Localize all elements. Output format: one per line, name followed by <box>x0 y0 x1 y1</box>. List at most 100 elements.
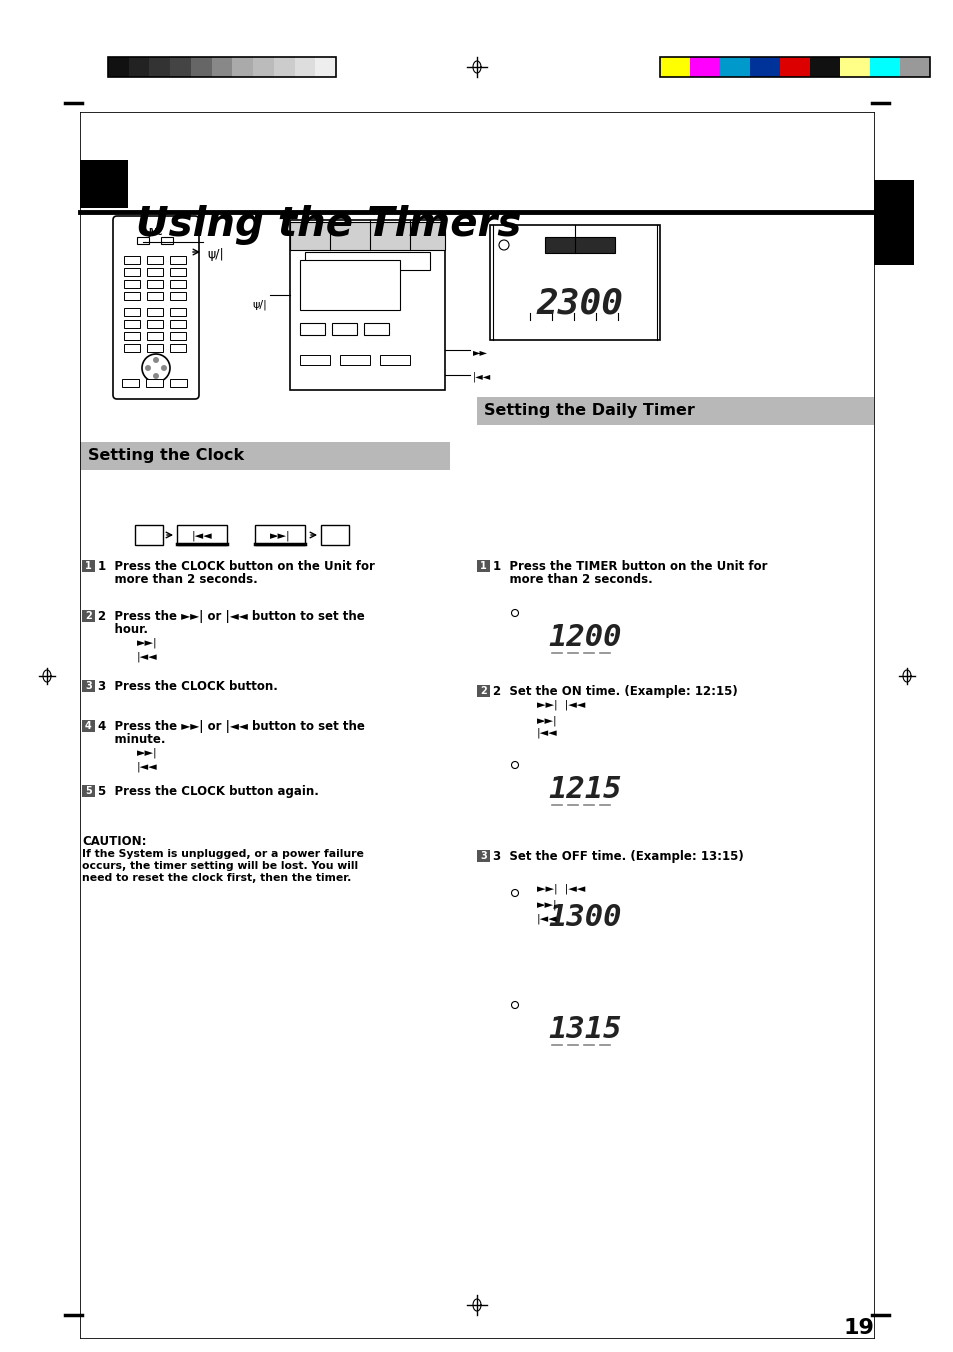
Bar <box>191 57 212 77</box>
Text: 2  Press the ►►| or |◄◄ button to set the: 2 Press the ►►| or |◄◄ button to set the <box>98 610 364 623</box>
Text: Setting the Clock: Setting the Clock <box>88 448 244 462</box>
Bar <box>780 57 809 77</box>
Bar <box>124 320 140 329</box>
Bar <box>290 222 444 250</box>
Bar <box>124 292 140 300</box>
Text: 1: 1 <box>479 561 486 571</box>
Bar <box>147 320 163 329</box>
Circle shape <box>161 365 167 370</box>
Text: 1: 1 <box>85 561 91 571</box>
Text: 1  Press the TIMER button on the Unit for: 1 Press the TIMER button on the Unit for <box>493 560 767 573</box>
Bar <box>490 224 659 339</box>
Bar <box>124 280 140 288</box>
Bar <box>869 57 899 77</box>
Bar <box>170 57 191 77</box>
Bar <box>299 356 330 365</box>
Bar <box>170 343 186 352</box>
Bar <box>170 333 186 339</box>
Text: 1300: 1300 <box>548 903 621 933</box>
Text: Using the Timers: Using the Timers <box>136 206 521 245</box>
Text: 2: 2 <box>479 685 486 696</box>
Text: |◄◄: |◄◄ <box>473 372 491 383</box>
Text: 5  Press the CLOCK button again.: 5 Press the CLOCK button again. <box>98 786 318 798</box>
Bar <box>339 356 370 365</box>
Text: 3  Press the CLOCK button.: 3 Press the CLOCK button. <box>98 680 277 694</box>
Text: |◄◄: |◄◄ <box>537 913 558 923</box>
Bar <box>124 343 140 352</box>
Text: 1200: 1200 <box>548 623 621 653</box>
Bar <box>147 333 163 339</box>
Bar <box>233 57 253 77</box>
Bar <box>147 280 163 288</box>
Text: 1  Press the CLOCK button on the Unit for: 1 Press the CLOCK button on the Unit for <box>98 560 375 573</box>
Text: |◄◄: |◄◄ <box>537 727 558 738</box>
Bar <box>659 57 929 77</box>
Bar <box>82 680 95 692</box>
Text: more than 2 seconds.: more than 2 seconds. <box>493 573 652 585</box>
Bar <box>82 610 95 622</box>
Text: 1315: 1315 <box>548 1015 621 1045</box>
Text: ►►|: ►►| <box>537 715 558 726</box>
Bar <box>254 525 305 545</box>
Bar <box>720 57 749 77</box>
Bar <box>170 320 186 329</box>
Bar <box>147 268 163 276</box>
Bar <box>299 260 399 310</box>
Bar <box>170 256 186 264</box>
Text: ►►: ►► <box>473 347 488 357</box>
Circle shape <box>152 373 159 379</box>
Bar <box>476 560 490 572</box>
Bar <box>170 280 186 288</box>
Bar <box>809 57 840 77</box>
Bar <box>135 525 163 545</box>
Text: more than 2 seconds.: more than 2 seconds. <box>98 573 257 585</box>
Bar <box>840 57 869 77</box>
Bar <box>80 160 128 208</box>
Text: 3  Set the OFF time. (Example: 13:15): 3 Set the OFF time. (Example: 13:15) <box>493 850 743 863</box>
Text: |◄◄: |◄◄ <box>192 531 213 541</box>
Bar <box>364 323 389 335</box>
Text: 2  Set the ON time. (Example: 12:15): 2 Set the ON time. (Example: 12:15) <box>493 685 737 698</box>
Bar <box>659 57 689 77</box>
Text: ►►|  |◄◄: ►►| |◄◄ <box>537 883 584 894</box>
Text: 1215: 1215 <box>548 776 621 804</box>
Bar <box>108 57 335 77</box>
Bar <box>124 333 140 339</box>
Text: 3: 3 <box>85 681 91 691</box>
Bar <box>80 442 450 470</box>
Bar <box>899 57 929 77</box>
Bar <box>749 57 780 77</box>
Bar <box>177 525 227 545</box>
Bar <box>689 57 720 77</box>
Bar <box>124 256 140 264</box>
Bar <box>161 237 172 243</box>
Bar <box>170 268 186 276</box>
Text: 2: 2 <box>85 611 91 621</box>
Bar <box>253 57 274 77</box>
Bar <box>320 525 349 545</box>
Bar <box>122 379 139 387</box>
Text: minute.: minute. <box>98 733 165 746</box>
Text: 19: 19 <box>842 1318 873 1338</box>
Bar <box>299 323 325 335</box>
Text: CAUTION:: CAUTION: <box>82 836 147 848</box>
Bar <box>212 57 233 77</box>
Bar <box>290 220 444 389</box>
Bar <box>170 308 186 316</box>
Bar <box>379 356 410 365</box>
Bar <box>108 57 129 77</box>
Text: 2300: 2300 <box>536 287 623 320</box>
Bar <box>82 721 95 731</box>
Bar <box>305 251 430 270</box>
Text: Setting the Daily Timer: Setting the Daily Timer <box>483 403 694 418</box>
Text: 3: 3 <box>479 850 486 861</box>
Bar <box>274 57 294 77</box>
Bar <box>147 256 163 264</box>
Text: ψ/|: ψ/| <box>252 300 267 311</box>
Text: ►►|: ►►| <box>537 900 558 910</box>
Bar <box>170 379 187 387</box>
Text: If the System is unplugged, or a power failure: If the System is unplugged, or a power f… <box>82 849 363 859</box>
Bar <box>314 57 335 77</box>
Text: |◄◄: |◄◄ <box>137 761 157 772</box>
Bar <box>873 180 913 265</box>
